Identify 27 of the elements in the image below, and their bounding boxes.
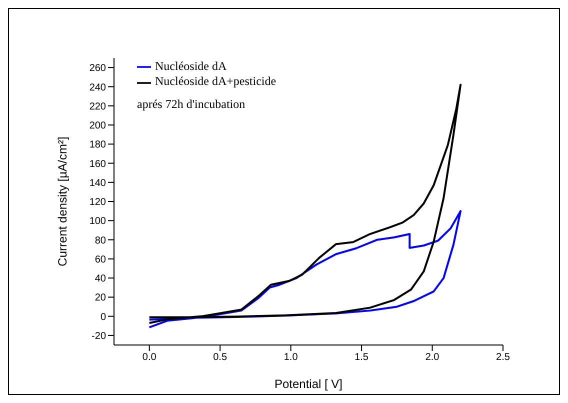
y-tick-label: 140 — [89, 178, 106, 189]
x-axis-title: Potential [ V] — [274, 377, 343, 391]
annotation: aprés 72h d'incubation — [137, 97, 246, 112]
x-tick-label: 0.5 — [213, 352, 228, 364]
legend-label: Nucléoside dA — [155, 59, 227, 73]
x-tick-label: 0.0 — [142, 352, 157, 364]
y-tick-label: 220 — [89, 101, 106, 112]
y-tick-label: 120 — [89, 197, 106, 208]
y-tick-label: 240 — [89, 82, 106, 94]
y-tick-label: 20 — [94, 292, 106, 304]
y-tick-label: 100 — [89, 216, 106, 228]
y-tick-label: 40 — [94, 274, 106, 285]
y-tick-label: -20 — [92, 330, 106, 342]
x-tick-label: 1.5 — [354, 352, 369, 364]
x-tick-label: 2.0 — [425, 352, 440, 364]
line-series — [148, 210, 462, 328]
x-tick-label: 1.0 — [284, 352, 298, 364]
legend-label: Nucléoside dA+pesticide — [155, 74, 276, 88]
y-tick-label: 80 — [94, 235, 106, 246]
x-tick-label: 2.5 — [496, 352, 510, 364]
y-tick-label: 160 — [89, 158, 106, 170]
y-tick-label: 0 — [100, 312, 106, 323]
y-tick-label: 60 — [94, 254, 106, 266]
y-axis-title: Current density [µA/cm²] — [55, 136, 70, 266]
y-tick-label: 200 — [89, 120, 106, 132]
y-tick-label: 180 — [89, 140, 106, 151]
y-tick-label: 260 — [89, 63, 106, 74]
